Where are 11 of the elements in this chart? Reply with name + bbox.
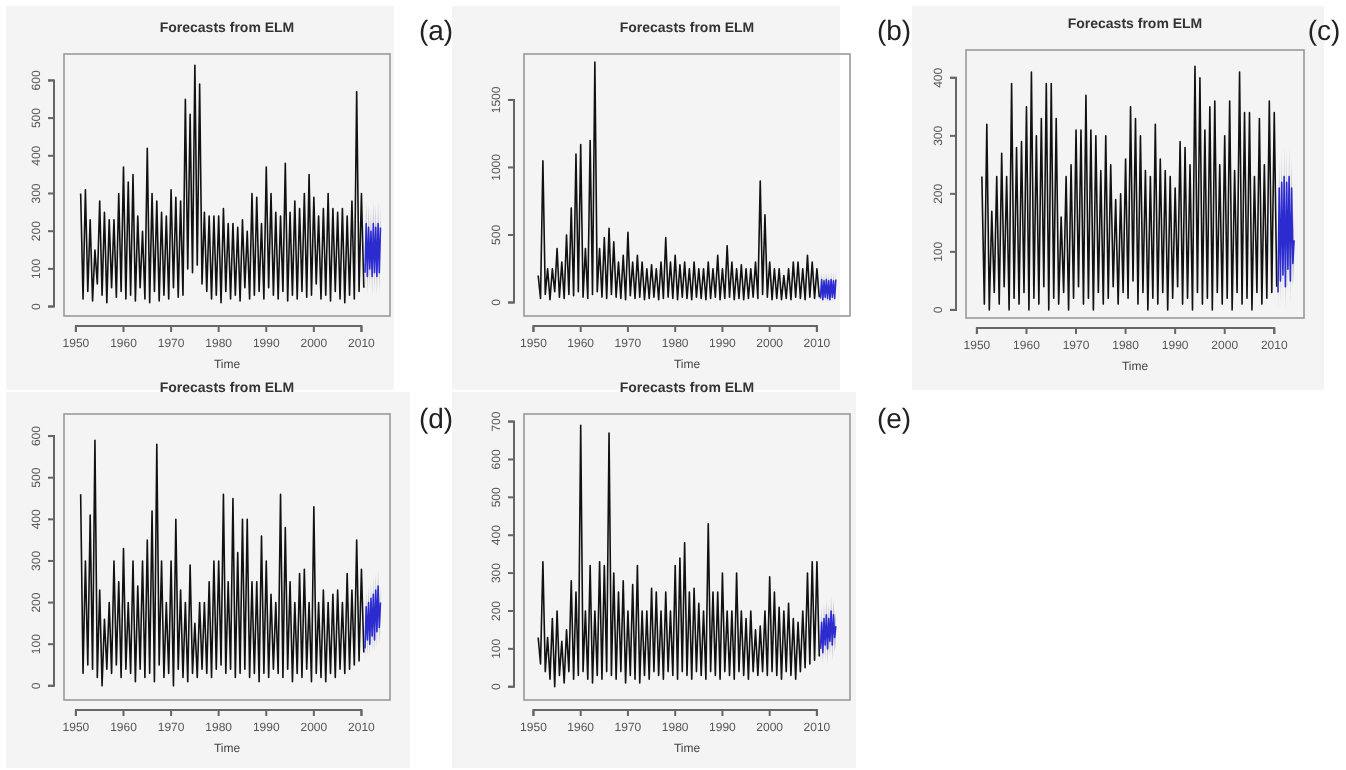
line-series (364, 222, 382, 278)
line-series (79, 439, 365, 687)
line-series (981, 65, 1278, 311)
line-series (1277, 175, 1295, 294)
text: (c) (1307, 14, 1341, 46)
text: (a) (418, 14, 454, 46)
text: (d) (418, 402, 454, 434)
line-series (364, 585, 382, 650)
text: (b) (876, 14, 912, 46)
text: (e) (876, 402, 912, 434)
line-series (79, 64, 365, 304)
